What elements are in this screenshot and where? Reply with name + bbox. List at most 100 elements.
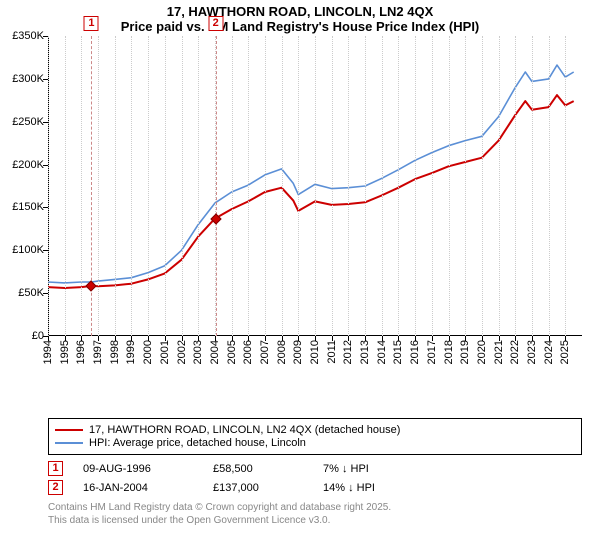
gridline-v	[148, 36, 149, 336]
transaction-table: 1 09-AUG-1996 £58,500 7% ↓ HPI 2 16-JAN-2004 £…	[48, 461, 582, 495]
x-axis-label: 2010	[309, 340, 321, 364]
x-axis-label: 2018	[443, 340, 455, 364]
y-axis-label: £300K	[12, 73, 48, 85]
transaction-delta: 7% ↓ HPI	[323, 463, 403, 475]
legend-item: 17, HAWTHORN ROAD, LINCOLN, LN2 4QX (det…	[55, 424, 575, 436]
gridline-v	[98, 36, 99, 336]
x-axis-label: 2009	[292, 340, 304, 364]
x-axis-label: 2007	[259, 340, 271, 364]
x-axis-label: 2004	[209, 340, 221, 364]
footer-attribution: Contains HM Land Registry data © Crown c…	[48, 501, 582, 527]
gridline-v	[115, 36, 116, 336]
x-axis-label: 2024	[543, 340, 555, 364]
series-line	[48, 95, 574, 288]
gridline-v	[465, 36, 466, 336]
footer-line1: Contains HM Land Registry data © Crown c…	[48, 501, 582, 514]
gridline-v	[332, 36, 333, 336]
x-axis-label: 2003	[192, 340, 204, 364]
gridline-v	[165, 36, 166, 336]
transaction-row: 2 16-JAN-2004 £137,000 14% ↓ HPI	[48, 480, 582, 495]
y-axis-label: £50K	[18, 287, 48, 299]
legend-box: 17, HAWTHORN ROAD, LINCOLN, LN2 4QX (det…	[48, 418, 582, 455]
sale-marker-tag: 1	[84, 16, 99, 31]
gridline-v	[565, 36, 566, 336]
x-axis-label: 2000	[142, 340, 154, 364]
transaction-date: 16-JAN-2004	[83, 482, 193, 494]
gridline-v	[365, 36, 366, 336]
x-axis-label: 1994	[42, 340, 54, 364]
gridline-v	[499, 36, 500, 336]
gridline-v	[182, 36, 183, 336]
x-axis-label: 2025	[559, 340, 571, 364]
chart-wrap: 1994 1995 1996 1997 1998 1999 2000 2001 2002 2003…	[0, 36, 600, 418]
x-axis-label: 1996	[75, 340, 87, 364]
x-axis-label: 2022	[509, 340, 521, 364]
x-axis-label: 1999	[125, 340, 137, 364]
x-axis-label: 2019	[459, 340, 471, 364]
transaction-tag: 2	[48, 480, 63, 495]
gridline-v	[232, 36, 233, 336]
gridline-v	[131, 36, 132, 336]
y-axis-label: £0	[32, 330, 48, 342]
x-axis-label: 2013	[359, 340, 371, 364]
y-axis-label: £250K	[12, 116, 48, 128]
gridline-v	[398, 36, 399, 336]
transaction-row: 1 09-AUG-1996 £58,500 7% ↓ HPI	[48, 461, 582, 476]
gridline-v	[81, 36, 82, 336]
legend-label: HPI: Average price, detached house, Linc…	[89, 437, 306, 449]
legend-label: 17, HAWTHORN ROAD, LINCOLN, LN2 4QX (det…	[89, 424, 400, 436]
gridline-v	[415, 36, 416, 336]
x-axis-label: 1997	[92, 340, 104, 364]
gridline-v	[515, 36, 516, 336]
series-line	[48, 65, 574, 283]
gridline-v	[48, 36, 49, 336]
x-axis-label: 2021	[493, 340, 505, 364]
x-axis-label: 2014	[376, 340, 388, 364]
x-axis-label: 2011	[326, 340, 338, 364]
x-axis-label: 2016	[409, 340, 421, 364]
x-axis-label: 2005	[226, 340, 238, 364]
y-axis-label: £150K	[12, 201, 48, 213]
transaction-delta: 14% ↓ HPI	[323, 482, 403, 494]
legend-swatch	[55, 429, 83, 431]
legend-item: HPI: Average price, detached house, Linc…	[55, 437, 575, 449]
gridline-v	[65, 36, 66, 336]
transaction-date: 09-AUG-1996	[83, 463, 193, 475]
transaction-tag: 1	[48, 461, 63, 476]
plot-area: 1994199519961997199819992000200120022003…	[48, 36, 582, 336]
y-axis-label: £350K	[12, 30, 48, 42]
legend-swatch	[55, 442, 83, 444]
gridline-v	[248, 36, 249, 336]
transaction-price: £137,000	[213, 482, 303, 494]
gridline-v	[298, 36, 299, 336]
x-axis-label: 2012	[342, 340, 354, 364]
sale-marker-tag: 2	[208, 16, 223, 31]
x-axis-label: 2020	[476, 340, 488, 364]
gridline-v	[348, 36, 349, 336]
marker-dash	[216, 36, 217, 336]
x-axis-label: 2006	[242, 340, 254, 364]
gridline-v	[315, 36, 316, 336]
y-axis-label: £200K	[12, 159, 48, 171]
gridline-v	[282, 36, 283, 336]
gridline-v	[449, 36, 450, 336]
gridline-v	[549, 36, 550, 336]
footer-line2: This data is licensed under the Open Gov…	[48, 514, 582, 527]
x-axis-label: 1998	[109, 340, 121, 364]
x-axis-label: 2008	[276, 340, 288, 364]
gridline-v	[532, 36, 533, 336]
x-axis-label: 2002	[176, 340, 188, 364]
gridline-v	[382, 36, 383, 336]
gridline-v	[265, 36, 266, 336]
chart-container: 17, HAWTHORN ROAD, LINCOLN, LN2 4QX Pric…	[0, 0, 600, 560]
x-axis-label: 2001	[159, 340, 171, 364]
gridline-v	[432, 36, 433, 336]
x-axis-label: 2023	[526, 340, 538, 364]
x-axis-label: 1995	[59, 340, 71, 364]
x-axis-label: 2017	[426, 340, 438, 364]
y-axis-label: £100K	[12, 244, 48, 256]
x-axis-label: 2015	[392, 340, 404, 364]
gridline-v	[482, 36, 483, 336]
gridline-v	[198, 36, 199, 336]
transaction-price: £58,500	[213, 463, 303, 475]
